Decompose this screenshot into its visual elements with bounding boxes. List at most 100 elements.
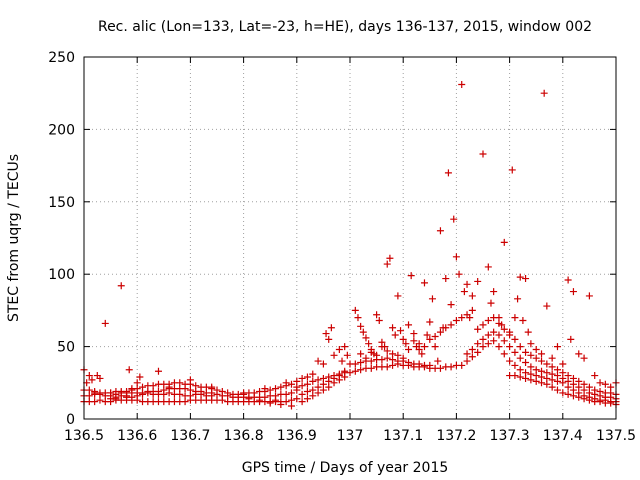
data-point [564, 372, 572, 380]
data-point [506, 357, 514, 365]
data-point [450, 215, 458, 223]
data-point [436, 227, 444, 235]
data-point [538, 367, 546, 375]
data-point [479, 343, 487, 351]
data-point [330, 351, 338, 359]
data-point [538, 379, 546, 387]
data-point [154, 367, 162, 375]
y-tick-label: 50 [57, 340, 75, 356]
data-point [186, 392, 194, 400]
data-point [415, 340, 423, 348]
data-point [447, 301, 455, 309]
data-point [553, 366, 561, 374]
data-point [575, 350, 583, 358]
x-tick-label: 136.9 [277, 428, 317, 444]
data-point [569, 288, 577, 296]
data-point [490, 314, 498, 322]
data-point [213, 386, 221, 394]
data-point [186, 376, 194, 384]
data-point [314, 357, 322, 365]
data-point [346, 369, 354, 377]
x-tick-label: 136.8 [224, 428, 264, 444]
data-point [455, 270, 463, 278]
data-point [527, 363, 535, 371]
data-point [405, 321, 413, 329]
data-point [458, 314, 466, 322]
data-point [487, 299, 495, 307]
data-point [436, 364, 444, 372]
x-tick-labels: 136.5 136.6 136.7 136.8 136.9 137 137.1 137.2 13… [64, 428, 636, 444]
data-point [447, 321, 455, 329]
data-point [91, 398, 99, 406]
data-point [463, 357, 471, 365]
data-point [516, 354, 524, 362]
data-point [351, 367, 359, 375]
data-point [91, 387, 99, 395]
data-point [160, 390, 168, 398]
data-point [569, 392, 577, 400]
data-point [500, 350, 508, 358]
y-tick-label: 200 [48, 122, 75, 138]
data-point [303, 373, 311, 381]
data-point [266, 399, 274, 407]
data-point [399, 335, 407, 343]
data-point [359, 328, 367, 336]
data-point [468, 306, 476, 314]
data-point [218, 387, 226, 395]
data-point [309, 370, 317, 378]
data-point [139, 383, 147, 391]
data-point [375, 317, 383, 325]
x-tick-label: 136.7 [170, 428, 210, 444]
data-point [511, 361, 519, 369]
data-point [463, 311, 471, 319]
data-point [309, 386, 317, 394]
axis-ticks [83, 56, 617, 420]
data-point [474, 325, 482, 333]
x-tick-label: 137 [337, 428, 364, 444]
data-point [426, 318, 434, 326]
data-point [351, 306, 359, 314]
data-point [442, 324, 450, 332]
data-point [287, 402, 295, 410]
data-point [431, 343, 439, 351]
data-point [468, 345, 476, 353]
data-points [80, 81, 620, 410]
data-point [314, 383, 322, 391]
data-point [399, 354, 407, 362]
y-tick-labels: 0 50 100 150 200 250 [48, 50, 75, 428]
data-point [479, 150, 487, 158]
data-point [500, 337, 508, 345]
data-point [567, 335, 575, 343]
data-point [402, 340, 410, 348]
x-tick-label: 137.1 [383, 428, 423, 444]
data-point [452, 317, 460, 325]
data-point [484, 340, 492, 348]
data-point [508, 166, 516, 174]
data-point [330, 372, 338, 380]
data-point [319, 360, 327, 368]
data-point [522, 359, 530, 367]
data-point [125, 366, 133, 374]
data-point [107, 395, 115, 403]
data-point [282, 390, 290, 398]
data-point [112, 393, 120, 401]
data-point [383, 260, 391, 268]
data-point [309, 377, 317, 385]
data-point [405, 359, 413, 367]
data-point [506, 343, 514, 351]
data-point [365, 340, 373, 348]
data-point [580, 354, 588, 362]
data-point [338, 357, 346, 365]
data-point [303, 380, 311, 388]
data-point [585, 383, 593, 391]
data-point [197, 390, 205, 398]
data-point [303, 387, 311, 395]
data-point [426, 361, 434, 369]
data-point [559, 389, 567, 397]
data-point [343, 351, 351, 359]
data-point [553, 386, 561, 394]
data-point [516, 366, 524, 374]
data-point [532, 345, 540, 353]
data-point [362, 334, 370, 342]
